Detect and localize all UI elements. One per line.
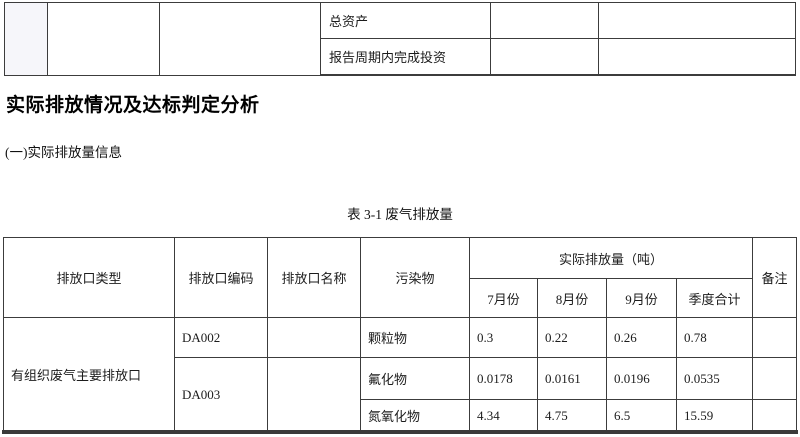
- outlet-name-cell: [267, 317, 361, 358]
- table-row: DA003 氟化物 0.0178 0.0161 0.0196 0.0535: [4, 357, 797, 432]
- outlet-name-cell: [267, 357, 361, 432]
- cutoff-row-strip: [2, 430, 798, 434]
- pollutant-cell: 氮氧化物: [360, 399, 470, 432]
- header-actual-emission-group: 实际排放量（吨）: [469, 237, 753, 279]
- top-table-index-cell: [4, 2, 48, 76]
- header-july: 7月份: [469, 278, 538, 318]
- header-september: 9月份: [606, 278, 677, 318]
- value-august-cell: 0.22: [537, 317, 607, 358]
- header-pollutant: 污染物: [360, 237, 470, 318]
- header-outlet-type: 排放口类型: [3, 237, 175, 318]
- table-caption: 表 3-1 废气排放量: [347, 207, 453, 222]
- value-july-cell: 0.3: [469, 317, 538, 358]
- value-september-cell: 0.26: [606, 317, 677, 358]
- header-outlet-code: 排放口编码: [174, 237, 268, 318]
- investment-label: 报告周期内完成投资: [320, 38, 491, 76]
- pollutant-cell: 氟化物: [360, 357, 470, 400]
- investment-value-cell: [490, 38, 599, 76]
- value-september-cell: 0.0196: [606, 357, 677, 400]
- total-assets-label: 总资产: [320, 2, 491, 39]
- investment-extra-cell: [598, 38, 796, 76]
- top-table-empty-cell: [159, 2, 321, 76]
- total-assets-value-cell: [490, 2, 599, 39]
- outlet-code-cell: DA002: [174, 317, 268, 358]
- section-subheading: (一)实际排放量信息: [5, 145, 122, 160]
- remark-cell: [752, 357, 797, 400]
- value-total-cell: 0.0535: [676, 357, 753, 400]
- top-table-row-investment: 报告周期内完成投资: [5, 38, 796, 76]
- remark-cell: [752, 317, 797, 358]
- section-heading: 实际排放情况及达标判定分析: [6, 95, 260, 116]
- top-table-fragment: 总资产 报告周期内完成投资: [4, 2, 796, 76]
- outlet-code-cell: DA003: [174, 357, 268, 432]
- total-assets-extra-cell: [598, 2, 796, 39]
- header-remark: 备注: [752, 237, 797, 318]
- header-august: 8月份: [537, 278, 607, 318]
- table-row: 有组织废气主要排放口 DA002 颗粒物 0.3 0.22 0.26 0.78: [3, 317, 797, 432]
- value-total-cell: 15.59: [676, 399, 753, 432]
- header-quarter-total: 季度合计: [676, 278, 753, 318]
- pollutant-cell: 颗粒物: [360, 317, 470, 358]
- value-july-cell: 4.34: [469, 399, 538, 432]
- emission-table-header-row-2: 7月份 8月份 9月份 季度合计: [4, 278, 797, 318]
- value-august-cell: 0.0161: [537, 357, 607, 400]
- outlet-type-cell: 有组织废气主要排放口: [3, 317, 175, 432]
- value-august-cell: 4.75: [537, 399, 607, 432]
- top-table-empty-cell: [47, 2, 160, 76]
- header-outlet-name: 排放口名称: [267, 237, 361, 318]
- value-july-cell: 0.0178: [469, 357, 538, 400]
- top-table-row-total-assets: 总资产: [4, 2, 796, 76]
- emission-table-header-row-1: 排放口类型 排放口编码 排放口名称 污染物 实际排放量（吨） 备注: [3, 237, 797, 318]
- value-september-cell: 6.5: [606, 399, 677, 432]
- value-total-cell: 0.78: [676, 317, 753, 358]
- emission-table: 排放口类型 排放口编码 排放口名称 污染物 实际排放量（吨） 备注 7月份 8月…: [3, 237, 797, 432]
- remark-cell: [752, 399, 797, 432]
